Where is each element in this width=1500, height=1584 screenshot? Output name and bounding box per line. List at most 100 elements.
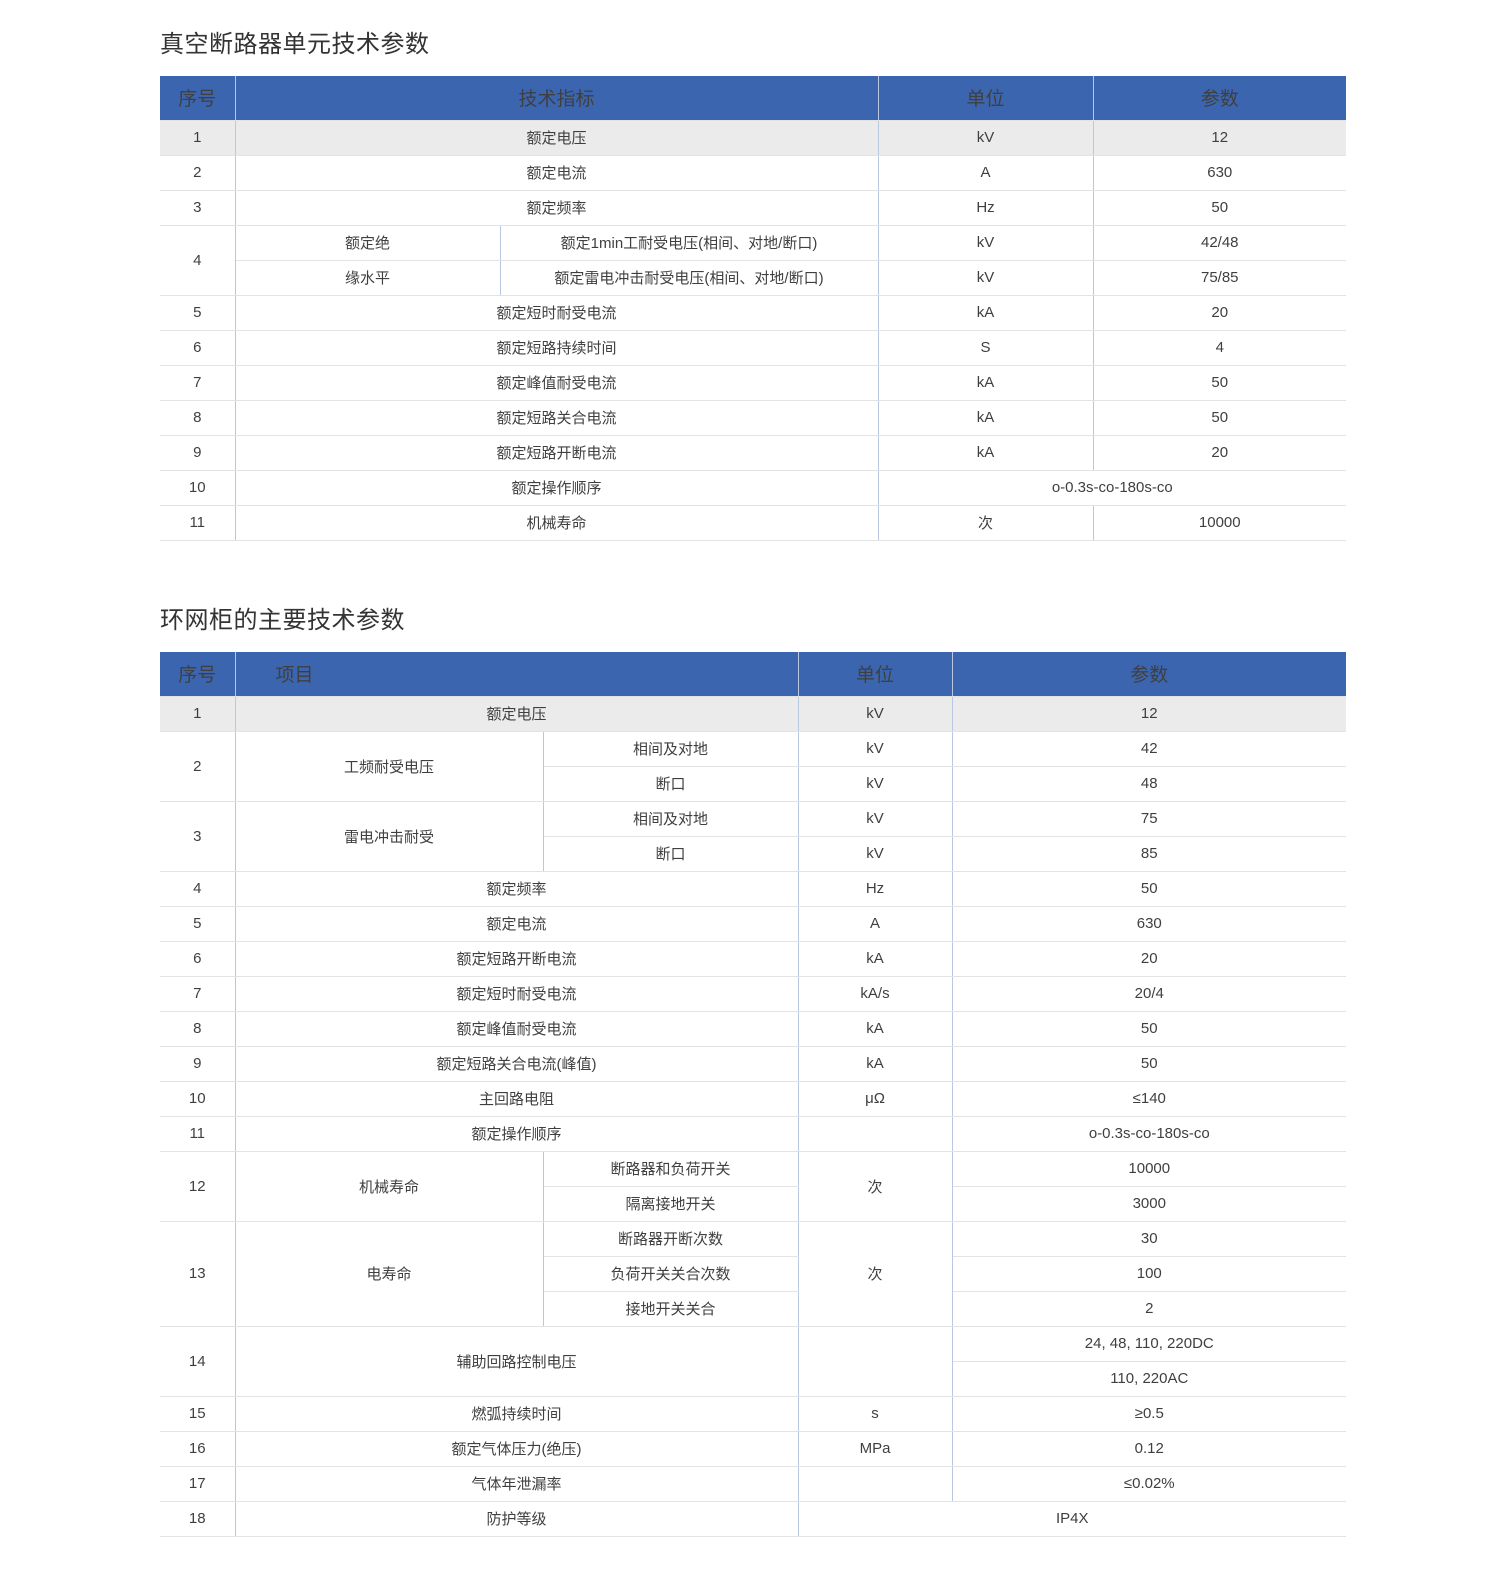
row-unit: 次 <box>798 1221 953 1327</box>
th-item: 项目 <box>235 652 799 697</box>
row-label: 主回路电阻 <box>235 1081 799 1117</box>
row-sublabel-a: 相间及对地 <box>542 731 799 767</box>
row-unit: kA <box>878 365 1094 401</box>
row-label: 额定短路开断电流 <box>235 941 799 977</box>
table-row: 5 额定电流 A 630 <box>160 906 1347 942</box>
table-row: 1 额定电压 kV 12 <box>160 120 1347 156</box>
row-value: 50 <box>952 871 1347 907</box>
row-label: 工频耐受电压 <box>235 731 544 802</box>
row-label: 雷电冲击耐受 <box>235 801 544 872</box>
row-index: 5 <box>160 295 236 331</box>
row-value: 4 <box>1093 330 1347 366</box>
row-index: 10 <box>160 1081 236 1117</box>
row-value: o-0.3s-co-180s-co <box>878 470 1347 506</box>
row-value: 50 <box>1093 400 1347 436</box>
table-row: 12 机械寿命 断路器和负荷开关 次 10000 <box>160 1151 1347 1222</box>
row-label: 额定短路关合电流 <box>235 400 879 436</box>
row-index: 4 <box>160 871 236 907</box>
row-value: 50 <box>952 1011 1347 1047</box>
row-label: 额定短路开断电流 <box>235 435 879 471</box>
row-value-a: 75 <box>952 801 1347 837</box>
table-row: 断口 kV 85 <box>160 836 1347 872</box>
table-row: 10 额定操作顺序 o-0.3s-co-180s-co <box>160 470 1347 506</box>
table-header-row: 序号 技术指标 单位 参数 <box>160 76 1347 121</box>
row-value: ≤140 <box>952 1081 1347 1117</box>
table-row: 6 额定短路持续时间 S 4 <box>160 330 1347 366</box>
row-unit <box>798 1326 953 1397</box>
table-row: 8 额定短路关合电流 kA 50 <box>160 400 1347 436</box>
table-row: 缘水平 额定雷电冲击耐受电压(相间、对地/断口) kV 75/85 <box>160 260 1347 296</box>
row-index: 8 <box>160 1011 236 1047</box>
row-label-line-a: 额定绝 <box>235 225 501 261</box>
table-row: 13 电寿命 断路器开断次数 次 30 <box>160 1221 1347 1327</box>
row-label: 机械寿命 <box>235 1151 544 1222</box>
row-unit <box>798 1116 953 1152</box>
row-unit-a: kV <box>798 801 953 837</box>
row-index: 7 <box>160 976 236 1012</box>
row-value: 20 <box>1093 435 1347 471</box>
row-value: IP4X <box>798 1501 1347 1537</box>
section-ring-main-unit: 环网柜的主要技术参数 序号 项目 单位 参数 1 额定电压 kV 12 <box>160 600 1347 1537</box>
row-index: 2 <box>160 155 236 191</box>
row-index: 1 <box>160 120 236 156</box>
row-value-a: 30 <box>952 1221 1347 1257</box>
th-unit: 单位 <box>878 76 1094 121</box>
row-value: 50 <box>952 1046 1347 1082</box>
row-label: 额定操作顺序 <box>235 1116 799 1152</box>
th-no: 序号 <box>160 76 236 121</box>
row-unit: Hz <box>878 190 1094 226</box>
table-ring-main-unit-specs: 序号 项目 单位 参数 1 额定电压 kV 12 2 工频耐受电压 相间及对地 <box>160 652 1347 1537</box>
row-index: 2 <box>160 731 236 802</box>
row-index: 13 <box>160 1221 236 1327</box>
table-row: 4 额定频率 Hz 50 <box>160 871 1347 907</box>
row-label: 额定短路持续时间 <box>235 330 879 366</box>
row-index: 3 <box>160 190 236 226</box>
row-index: 15 <box>160 1396 236 1432</box>
row-unit: kA <box>878 295 1094 331</box>
row-label: 额定短路关合电流(峰值) <box>235 1046 799 1082</box>
table-row: 接地开关关合 2 <box>160 1291 1347 1327</box>
table-row: 负荷开关关合次数 100 <box>160 1256 1347 1292</box>
row-value: 50 <box>1093 365 1347 401</box>
row-sublabel-c: 接地开关关合 <box>542 1291 799 1327</box>
row-value: 630 <box>952 906 1347 942</box>
row-label: 额定电流 <box>235 155 879 191</box>
row-index: 6 <box>160 941 236 977</box>
row-unit-b: kV <box>798 836 953 872</box>
row-sublabel-a: 断路器开断次数 <box>542 1221 799 1257</box>
row-label: 电寿命 <box>235 1221 544 1327</box>
row-value-b: 75/85 <box>1093 260 1347 296</box>
row-label: 额定峰值耐受电流 <box>235 1011 799 1047</box>
row-unit: kA <box>798 1011 953 1047</box>
table-row: 1 额定电压 kV 12 <box>160 696 1347 732</box>
th-unit: 单位 <box>798 652 953 697</box>
row-index: 6 <box>160 330 236 366</box>
row-unit: kV <box>798 696 953 732</box>
row-unit: A <box>878 155 1094 191</box>
table-row: 16 额定气体压力(绝压) MPa 0.12 <box>160 1431 1347 1467</box>
row-sublabel-a: 额定1min工耐受电压(相间、对地/断口) <box>499 225 879 261</box>
row-value: 12 <box>952 696 1347 732</box>
table-row: 6 额定短路开断电流 kA 20 <box>160 941 1347 977</box>
th-no: 序号 <box>160 652 236 697</box>
row-value: ≤0.02% <box>952 1466 1347 1502</box>
row-label: 额定短时耐受电流 <box>235 295 879 331</box>
row-label: 额定电压 <box>235 120 879 156</box>
row-index: 18 <box>160 1501 236 1537</box>
row-sublabel-b: 隔离接地开关 <box>542 1186 799 1222</box>
row-unit: 次 <box>878 505 1094 541</box>
row-index: 11 <box>160 505 236 541</box>
row-sublabel-a: 断路器和负荷开关 <box>542 1151 799 1187</box>
table-row: 7 额定短时耐受电流 kA/s 20/4 <box>160 976 1347 1012</box>
row-unit: kA/s <box>798 976 953 1012</box>
row-value-a: 42 <box>952 731 1347 767</box>
table-row: 3 雷电冲击耐受 相间及对地 kV 75 <box>160 801 1347 872</box>
row-unit-b: kV <box>878 260 1094 296</box>
table-row: 15 燃弧持续时间 s ≥0.5 <box>160 1396 1347 1432</box>
row-unit: kA <box>798 1046 953 1082</box>
row-value: 0.12 <box>952 1431 1347 1467</box>
table-row: 3 额定频率 Hz 50 <box>160 190 1347 226</box>
row-label: 机械寿命 <box>235 505 879 541</box>
table-row: 17 气体年泄漏率 ≤0.02% <box>160 1466 1347 1502</box>
